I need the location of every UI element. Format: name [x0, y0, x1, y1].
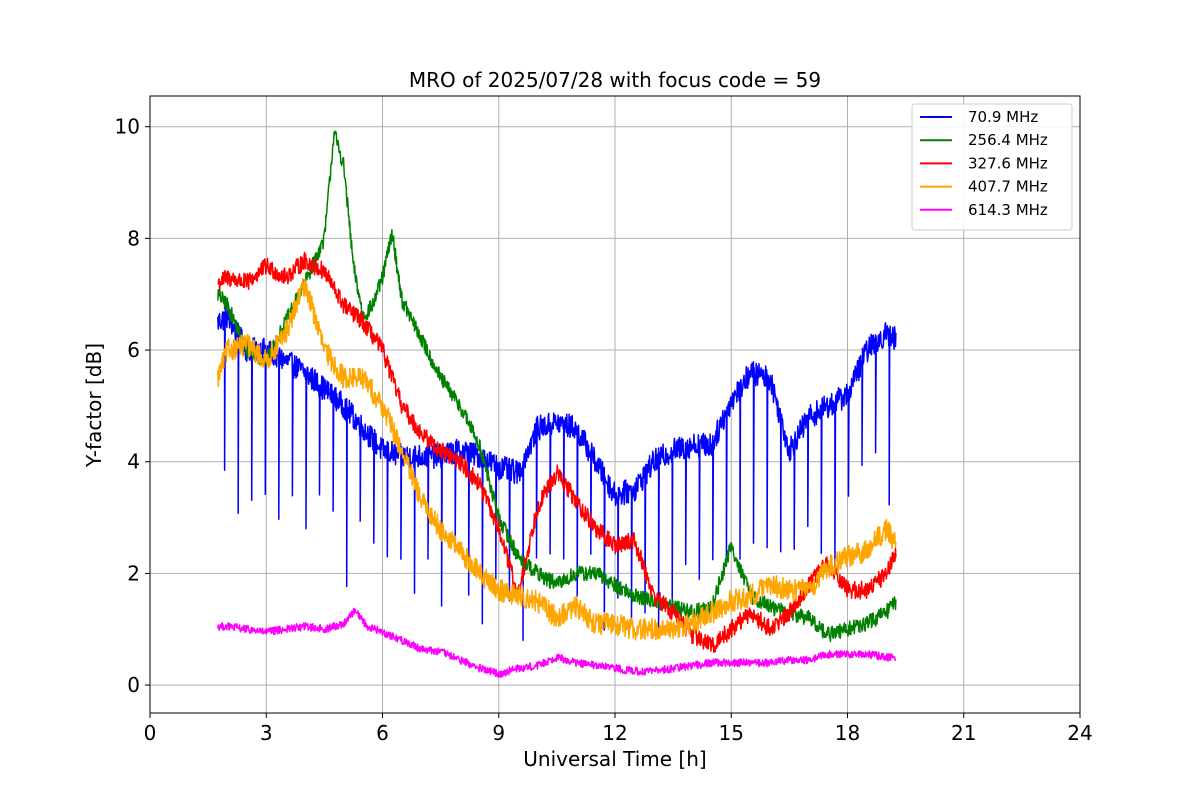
series-line: [217, 251, 897, 653]
y-tick-label: 8: [127, 226, 140, 250]
legend-box: [911, 103, 1073, 231]
legend-entry: 407.7 MHz: [968, 178, 1048, 196]
series-line: [217, 607, 897, 678]
legend-entry: 70.9 MHz: [968, 108, 1038, 126]
x-tick-label: 15: [719, 721, 744, 745]
y-tick-label: 6: [127, 338, 140, 362]
x-tick-label: 0: [144, 721, 157, 745]
x-tick-label: 24: [1067, 721, 1092, 745]
x-tick-label: 18: [835, 721, 860, 745]
y-tick-label: 10: [115, 115, 140, 139]
y-tick-label: 0: [127, 673, 140, 697]
series-line: [217, 278, 897, 641]
y-axis-label: Y-factor [dB]: [82, 343, 106, 468]
y-tick-label: 2: [127, 561, 140, 585]
series-layer: [217, 130, 897, 678]
legend: 70.9 MHz 256.4 MHz 327.6 MHz 407.7 MHz 614.3…: [911, 103, 1073, 231]
x-tick-label: 9: [492, 721, 505, 745]
x-tick-label: 21: [951, 721, 976, 745]
x-tick-label: 3: [260, 721, 273, 745]
y-tick-label: 4: [127, 450, 140, 474]
legend-entry: 614.3 MHz: [968, 201, 1048, 219]
series-line: [217, 306, 897, 641]
x-axis-label: Universal Time [h]: [523, 747, 706, 771]
x-tick-label: 6: [376, 721, 389, 745]
x-tick-label: 12: [602, 721, 627, 745]
legend-entry: 256.4 MHz: [968, 131, 1048, 149]
legend-entry: 327.6 MHz: [968, 154, 1048, 172]
chart-title: MRO of 2025/07/28 with focus code = 59: [409, 68, 821, 92]
